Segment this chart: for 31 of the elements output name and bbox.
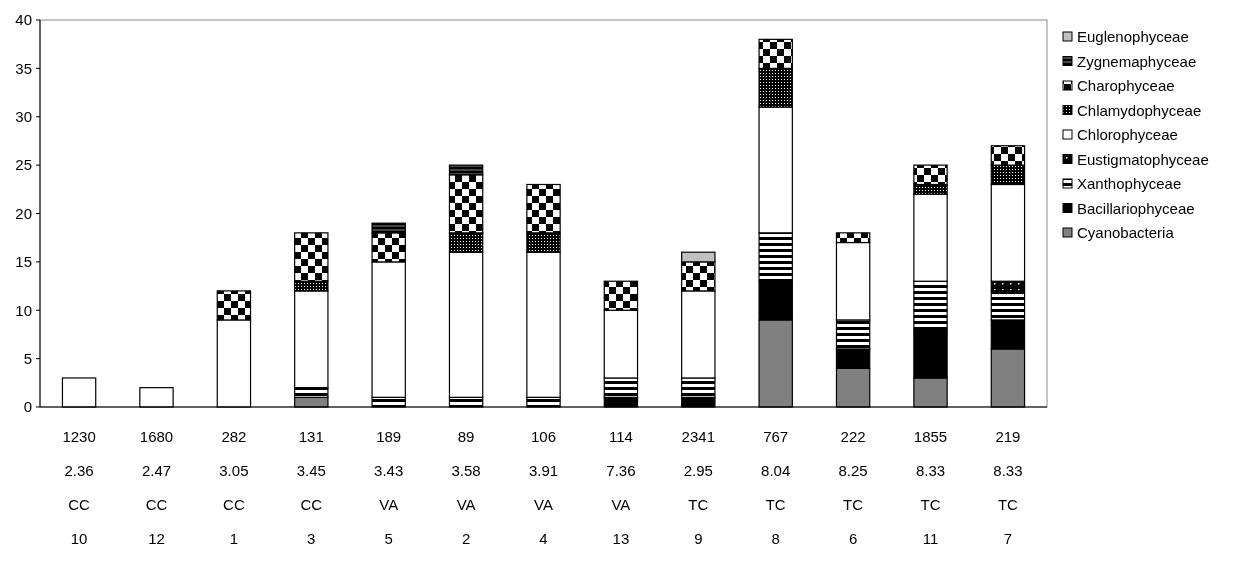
y-tick-label: 20: [15, 204, 32, 222]
y-tick-label: 25: [15, 156, 32, 174]
legend-label: Zygnemaphyceae: [1077, 52, 1197, 70]
x-tick-label: 222 8.25 TC 6: [838, 428, 868, 548]
y-tick-label: 5: [23, 349, 32, 367]
x-tick-label: 767 8.04 TC 8: [761, 428, 791, 548]
y-tick-label: 35: [15, 59, 32, 77]
legend-label: Xanthophyceae: [1077, 175, 1182, 193]
x-tick-label: 131 3.45 CC 3: [296, 428, 326, 548]
y-tick-label: 15: [15, 253, 32, 271]
x-tick-label: 189 3.43 VA 5: [374, 428, 404, 548]
y-tick-label: 0: [23, 398, 32, 416]
legend-label: Bacillariophyceae: [1077, 199, 1195, 217]
x-tick-label: 89 3.58 VA 2: [451, 428, 481, 548]
x-tick-label: 1230 2.36 CC 10: [62, 428, 96, 548]
x-tick-label: 1855 8.33 TC 11: [913, 428, 948, 548]
x-tick-label: 106 3.91 VA 4: [528, 428, 559, 548]
y-tick-label: 30: [15, 108, 32, 125]
x-tick-label: 282 3.05 CC 1: [219, 428, 249, 548]
y-tick-label: 40: [15, 11, 32, 29]
x-tick-label: 219 8.33 TC 7: [993, 428, 1023, 548]
legend-label: Eustigmatophyceae: [1077, 150, 1209, 168]
y-tick-label: 10: [15, 301, 32, 319]
x-tick-label: 2341 2.95 TC 9: [681, 428, 715, 548]
legend-label: Chlamydophyceae: [1077, 101, 1202, 119]
legend-label: Euglenophyceae: [1077, 28, 1189, 46]
legend-label: Cyanobacteria: [1077, 224, 1175, 242]
x-tick-label: 1680 2.47 CC 12: [139, 428, 174, 548]
x-tick-label: 114 7.36 VA 13: [606, 428, 636, 548]
legend-label: Chlorophyceae: [1077, 126, 1178, 144]
legend-label: Charophyceae: [1077, 77, 1175, 95]
